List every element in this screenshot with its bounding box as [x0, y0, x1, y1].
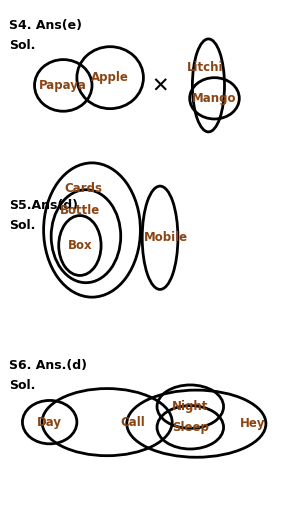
Text: Apple: Apple [91, 71, 129, 84]
Text: Papaya: Papaya [39, 79, 87, 92]
Text: Sleep: Sleep [172, 421, 209, 434]
Text: Bottle: Bottle [60, 204, 100, 217]
Text: Sol.: Sol. [9, 379, 35, 392]
Text: Night: Night [172, 400, 209, 413]
Text: Sol.: Sol. [9, 39, 35, 52]
Text: ✕: ✕ [151, 76, 169, 97]
Text: Hey: Hey [240, 417, 265, 430]
Text: Litchi: Litchi [187, 62, 224, 74]
Text: Box: Box [67, 239, 92, 252]
Text: Mango: Mango [192, 92, 237, 105]
Text: Sol.: Sol. [9, 219, 35, 232]
Text: S6. Ans.(d): S6. Ans.(d) [9, 359, 87, 372]
Text: Day: Day [37, 416, 62, 429]
Text: S5.Ans(d): S5.Ans(d) [9, 199, 78, 212]
Text: S4. Ans(e): S4. Ans(e) [9, 19, 82, 32]
Text: Call: Call [120, 416, 145, 429]
Text: Cards: Cards [64, 182, 102, 195]
Text: Mobile: Mobile [144, 231, 188, 244]
